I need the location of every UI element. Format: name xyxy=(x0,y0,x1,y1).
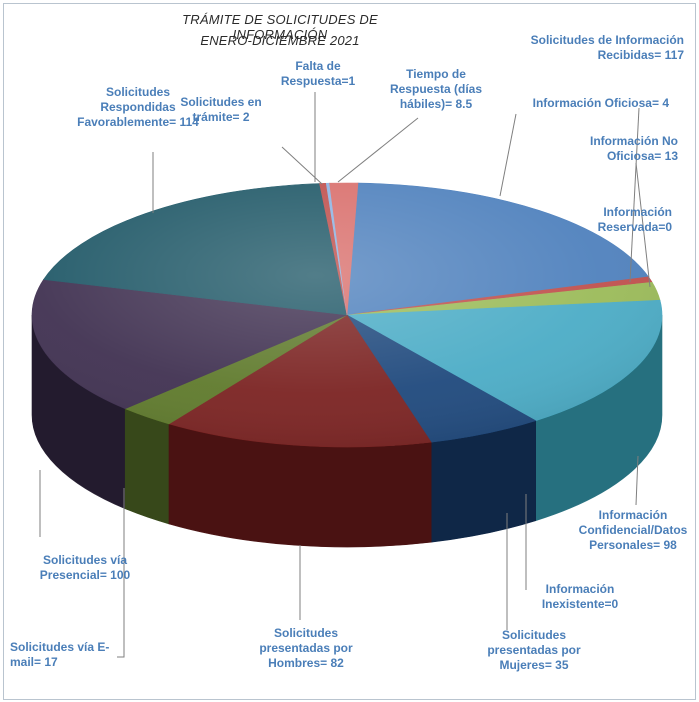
slice-label: Solicitudes presentadas por Hombres= 82 xyxy=(259,626,353,670)
chart-title: TRÁMITE DE SOLICITUDES DE INFORMACIÓN xyxy=(182,12,378,42)
slice-label: Solicitudes Respondidas Favorablemente= … xyxy=(77,85,199,129)
slice-label: Solicitudes vía Presencial= 100 xyxy=(39,553,131,582)
slice-label: Solicitudes de Información Recibidas= 11… xyxy=(530,33,684,62)
pie-slice-side xyxy=(124,408,170,525)
leader-confidencial xyxy=(635,455,639,506)
slice-label: Solicitudes presentadas por Mujeres= 35 xyxy=(487,628,581,672)
slice-label: Información Oficiosa= 4 xyxy=(532,96,669,110)
chart-subtitle: ENERO-DICIEMBRE 2021 xyxy=(200,33,360,48)
slice-label: Información Reservada=0 xyxy=(597,205,672,234)
leader-email xyxy=(117,488,125,658)
slice-label: Información Inexistente=0 xyxy=(541,582,619,611)
slice-label: Información Confidencial/Datos Personale… xyxy=(578,508,688,552)
leader-recibidas xyxy=(499,113,517,197)
slice-label: Solicitudes vía E- mail= 17 xyxy=(10,640,110,669)
leader-tramite xyxy=(281,146,323,185)
slice-label: Falta de Respuesta=1 xyxy=(280,59,356,88)
slice-label: Solicitudes en trámite= 2 xyxy=(180,95,262,124)
leader-tiempo xyxy=(337,117,419,183)
slice-label: Información No Oficiosa= 13 xyxy=(589,134,678,163)
leader-oficiosa xyxy=(629,107,640,283)
leader-no-oficiosa xyxy=(635,162,651,288)
slice-label: Tiempo de Respuesta (días hábiles)= 8.5 xyxy=(389,67,483,111)
